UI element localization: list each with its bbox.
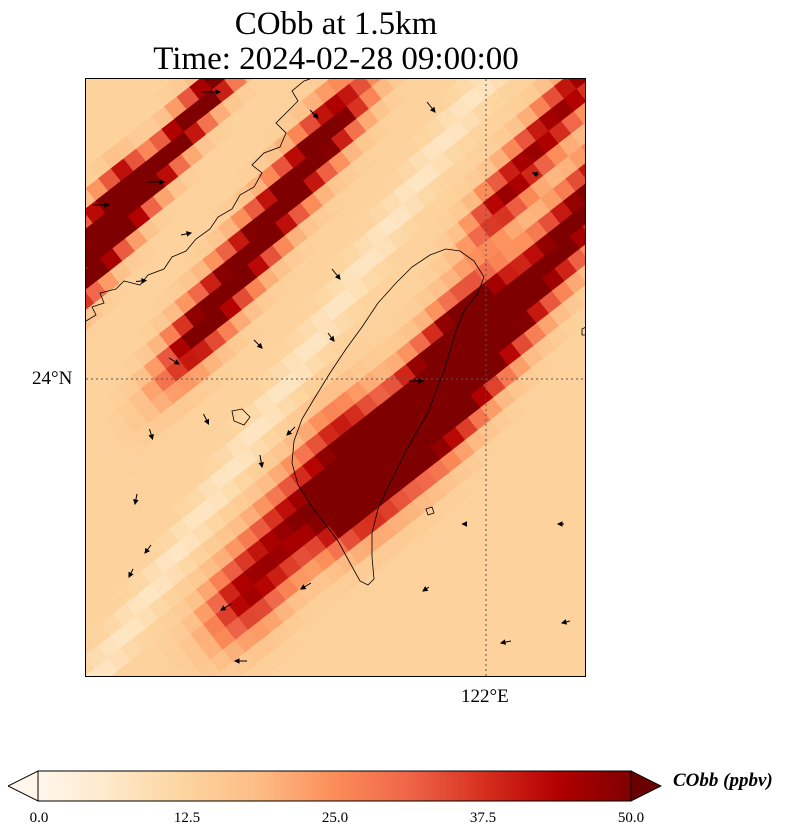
field-cell (578, 523, 585, 548)
wind-arrow-head (144, 547, 150, 554)
field-cell (576, 79, 585, 103)
wind-arrow-head (334, 273, 341, 280)
wind-arrow-head (300, 584, 307, 590)
graticule (86, 79, 585, 676)
wind-arrow-head (141, 278, 148, 284)
field-cell (577, 443, 585, 468)
wind-vectors (93, 89, 571, 664)
field-cell (578, 158, 585, 183)
field-cell (571, 488, 585, 512)
field-cell (571, 305, 585, 330)
plot-title-line2: Time: 2024-02-28 09:00:00 (153, 41, 519, 77)
wind-arrow-head (429, 106, 436, 113)
wind-arrow-head (203, 418, 209, 426)
cobb-field-cells (86, 79, 586, 677)
colorbar-tick-label: 12.5 (173, 810, 201, 826)
colorbar-tick-label: 0.0 (29, 810, 49, 826)
colorbar-tick-label: 25.0 (321, 810, 349, 826)
field-cell (569, 225, 585, 250)
wind-arrow-head (422, 586, 429, 592)
field-cell (584, 660, 585, 676)
field-cell (572, 203, 585, 228)
field-cell (575, 180, 585, 205)
field-cell (570, 590, 585, 615)
map-panel (85, 78, 586, 677)
colorbar-extend-high (630, 770, 662, 802)
wind-arrow-head (556, 521, 563, 527)
wind-arrow-head (173, 359, 180, 365)
wind-arrow-head (256, 342, 263, 349)
wind-arrow-head (220, 605, 227, 611)
field-cell (576, 545, 585, 570)
field-cell (573, 568, 585, 592)
wind-arrow-head (133, 499, 139, 506)
field-cell (573, 100, 585, 125)
concentration-field (86, 79, 586, 677)
wind-arrow-head (258, 462, 265, 469)
taiwan-coastline (291, 248, 485, 586)
field-cell (576, 260, 585, 285)
wind-arrow-head (104, 202, 111, 208)
mainland-coastline (86, 79, 311, 322)
field-cell (568, 328, 585, 353)
wind-arrow-head (329, 335, 335, 342)
colorbar-tick-label: 37.5 (469, 810, 497, 826)
coastline (86, 79, 585, 586)
colorbar (8, 770, 662, 802)
wind-arrow-head (461, 521, 467, 527)
wind-arrow-head (418, 378, 425, 384)
island-coastline (425, 506, 435, 516)
colorbar-tick-label: 50.0 (617, 810, 645, 826)
colorbar-body (37, 770, 632, 802)
colorbar-label: CObb (ppbv) (673, 770, 773, 791)
field-cell (578, 340, 585, 365)
island-coastline (581, 327, 585, 336)
wind-arrow-head (215, 89, 222, 95)
wind-arrow-head (159, 179, 166, 185)
wind-arrow-head (499, 639, 506, 645)
field-cell (574, 283, 585, 308)
field-cell (567, 430, 585, 455)
field-cell (570, 408, 585, 433)
lat-tick-label: 24°N (32, 368, 73, 389)
field-cell (567, 612, 585, 637)
field-cell (568, 145, 585, 170)
wind-arrow-head (148, 433, 154, 441)
island-coastline (231, 408, 251, 426)
wind-arrow-head (560, 619, 568, 625)
lon-tick-label: 122°E (461, 686, 509, 707)
field-cell (585, 193, 586, 217)
field-cell (577, 625, 585, 650)
field-cell (569, 510, 585, 535)
wind-arrow-head (286, 429, 293, 436)
wind-arrow-head (233, 658, 240, 664)
field-cell (435, 676, 459, 677)
wind-arrow-head (531, 171, 539, 178)
wind-arrow-head (128, 571, 134, 579)
field-cell (572, 385, 585, 410)
field-cell (574, 648, 585, 672)
colorbar-extend-low (8, 770, 39, 802)
wind-arrow-head (312, 112, 319, 119)
wind-arrow-head (186, 231, 193, 237)
field-cell (570, 123, 585, 148)
plot-title-line1: CObb at 1.5km (234, 6, 438, 42)
field-cell (574, 465, 585, 490)
field-cell (575, 363, 585, 388)
